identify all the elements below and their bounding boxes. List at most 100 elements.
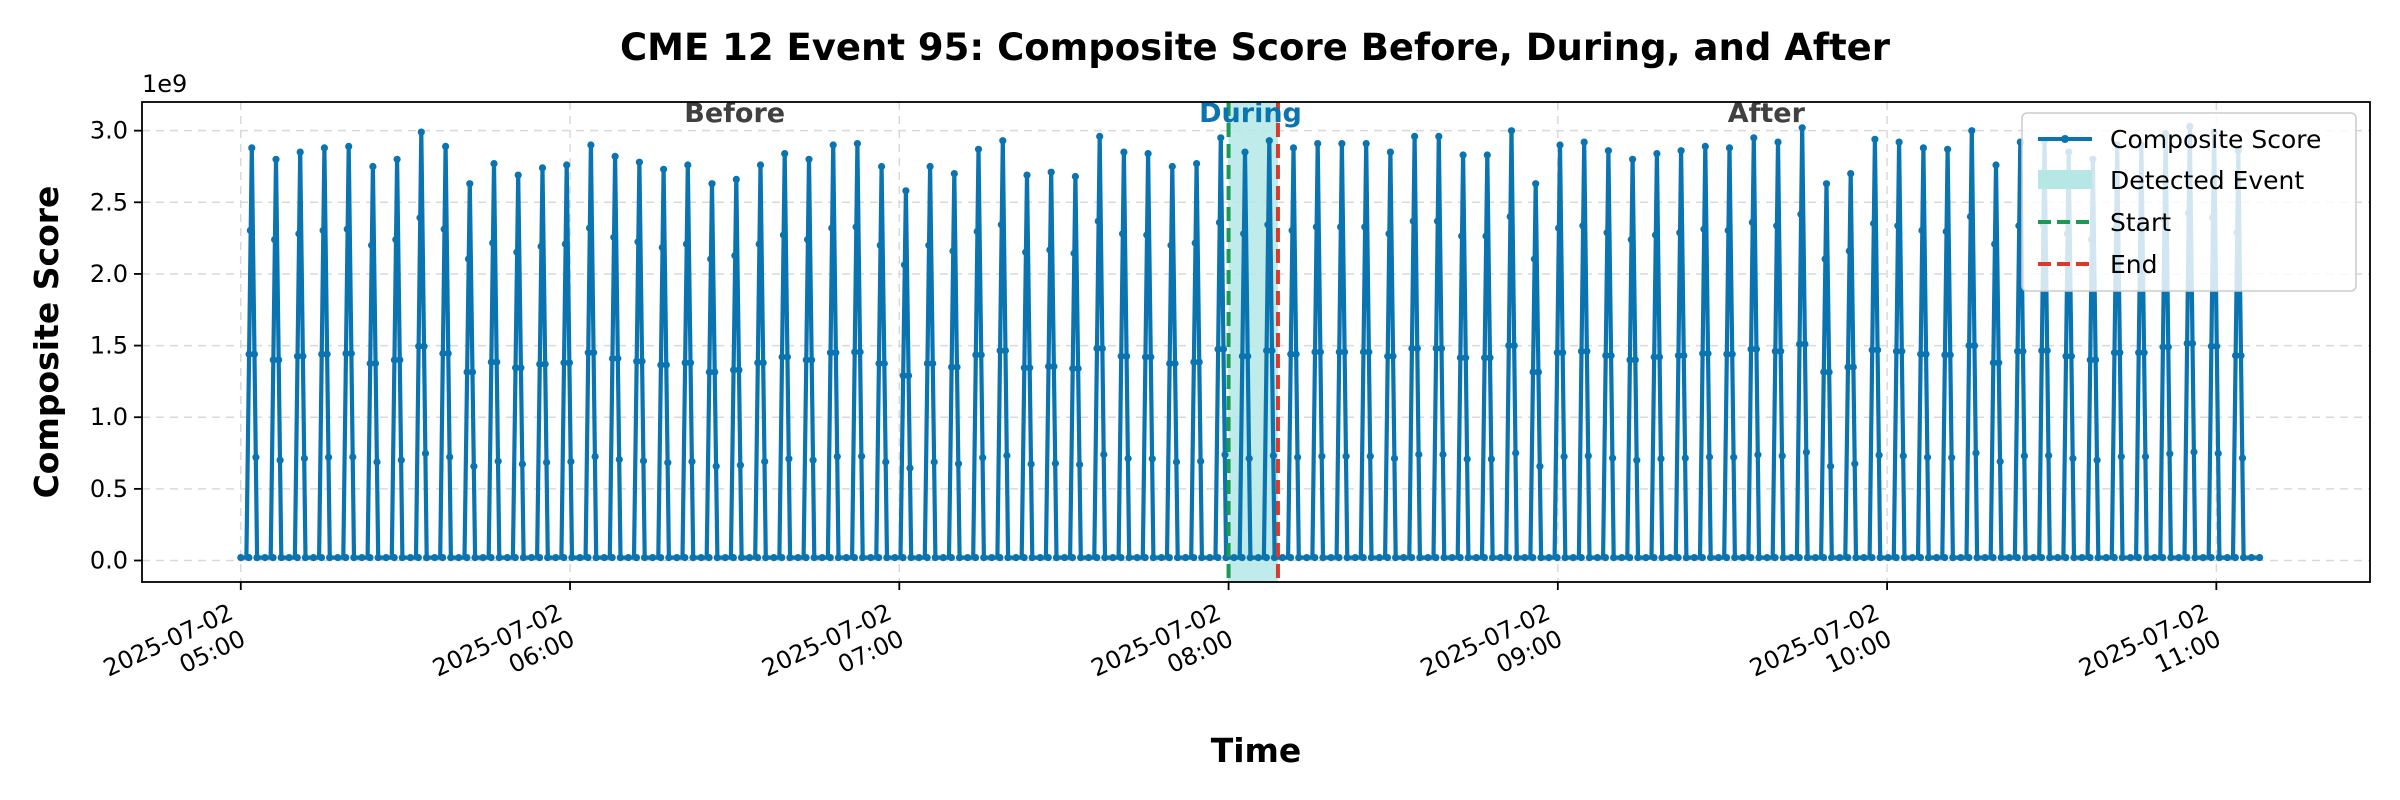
series-point (1295, 554, 1303, 562)
series-point (2238, 454, 2247, 462)
series-point (1723, 554, 1731, 562)
series-point (1725, 144, 1734, 152)
series-point (1028, 554, 1036, 562)
series-point (1439, 450, 1447, 459)
y-tick-label: 1.0 (90, 403, 128, 431)
series-point (972, 351, 980, 359)
series-point (1173, 554, 1182, 562)
series-point (1505, 554, 1513, 562)
series-point (634, 238, 642, 246)
series-point (891, 554, 899, 562)
series-point (1674, 554, 1682, 562)
series-point (1172, 458, 1181, 466)
series-point (900, 261, 909, 269)
series-point (1269, 452, 1277, 460)
series-point (1992, 161, 2000, 169)
series-point (972, 554, 980, 562)
series-point (2141, 453, 2150, 461)
series-point (1149, 554, 1157, 562)
series-point (1682, 554, 1690, 562)
series-point (907, 554, 915, 562)
series-point (1534, 368, 1542, 376)
series-point (1311, 348, 1319, 356)
series-point (1755, 554, 1763, 562)
series-point (2213, 342, 2221, 350)
series-point (1532, 180, 1540, 188)
series-point (586, 224, 594, 232)
series-point (950, 170, 958, 178)
series-point (705, 554, 713, 562)
series-point (657, 554, 665, 562)
series-point (1071, 172, 1079, 181)
series-point (610, 233, 618, 241)
series-point (1094, 217, 1102, 225)
series-point (1844, 554, 1852, 562)
y-tick-label: 2.5 (90, 188, 128, 216)
series-point (1724, 226, 1732, 234)
series-point (826, 349, 835, 357)
series-point (859, 554, 867, 562)
series-point (1777, 347, 1785, 355)
series-point (708, 180, 716, 188)
series-point (1973, 554, 1981, 562)
series-point (527, 554, 536, 562)
series-group (237, 122, 2264, 562)
series-point (964, 554, 972, 562)
series-point (1510, 342, 1518, 350)
series-point (1245, 454, 1253, 462)
series-point (1715, 554, 1723, 562)
series-point (1972, 449, 1980, 457)
series-point (2207, 554, 2215, 562)
series-point (1811, 554, 1820, 562)
series-point (730, 366, 738, 374)
series-point (2038, 554, 2046, 562)
series-point (277, 554, 285, 562)
series-point (2078, 554, 2086, 562)
series-point (1580, 138, 1588, 146)
series-point (826, 554, 834, 562)
series-point (1096, 132, 1104, 140)
series-point (1607, 352, 1615, 360)
series-point (930, 458, 938, 466)
series-point (1409, 217, 1417, 225)
series-point (1585, 554, 1593, 562)
series-point (1610, 554, 1618, 562)
series-point (1778, 452, 1786, 460)
series-point (1432, 554, 1440, 562)
series-point (1464, 554, 1472, 562)
series-point (906, 464, 914, 472)
series-point (1120, 148, 1128, 156)
series-point (393, 155, 401, 163)
series-point (1367, 554, 1375, 562)
series-point (511, 364, 520, 372)
series-point (513, 248, 521, 256)
series-point (2126, 554, 2134, 562)
series-point (269, 554, 277, 562)
series-point (1970, 342, 1979, 350)
series-point (1870, 219, 1878, 228)
series-point (1739, 554, 1747, 562)
series-point (537, 242, 545, 250)
series-point (1341, 348, 1349, 356)
series-point (1803, 554, 1811, 562)
series-point (1435, 132, 1443, 140)
series-point (1384, 352, 1392, 360)
series-point (828, 224, 836, 232)
y-tick-label: 0.0 (90, 547, 128, 575)
series-point (1365, 348, 1373, 356)
series-point (1922, 350, 1930, 358)
series-point (2015, 222, 2023, 230)
series-point (369, 162, 377, 171)
series-point (584, 349, 592, 357)
series-point (1143, 231, 1151, 239)
series-point (366, 359, 374, 368)
series-point (1230, 554, 1238, 562)
series-point (1774, 138, 1782, 146)
series-point (1246, 554, 1254, 562)
series-point (272, 155, 280, 163)
series-point (1771, 347, 1779, 355)
series-point (1650, 554, 1658, 562)
series-point (1182, 554, 1190, 562)
series-point (1916, 554, 1925, 562)
series-point (1908, 554, 1916, 562)
